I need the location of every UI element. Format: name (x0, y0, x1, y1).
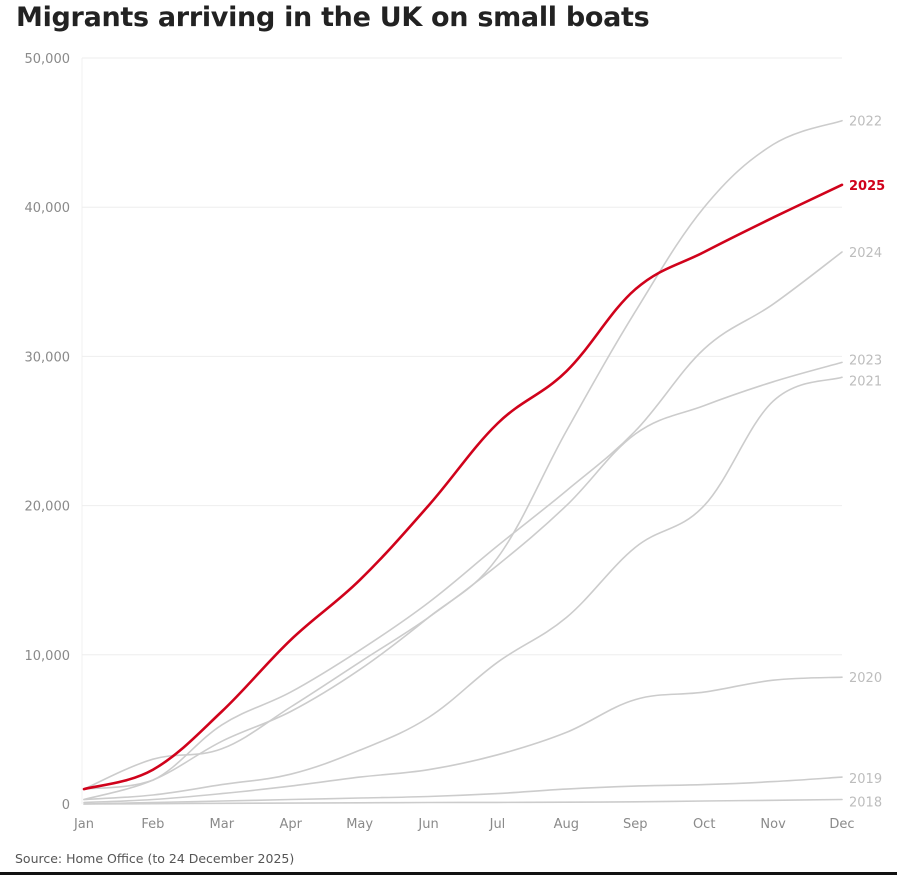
x-tick-label: Aug (554, 817, 579, 832)
x-tick-label: May (346, 817, 373, 832)
y-tick-label: 50,000 (25, 52, 71, 67)
series-line-2020 (83, 676, 843, 804)
x-tick-label: Apr (279, 817, 302, 832)
series-label-2018: 2018 (849, 796, 882, 811)
series-label-2024: 2024 (849, 246, 882, 261)
y-tick-label: 10,000 (25, 649, 71, 664)
series-line-2025 (82, 183, 844, 791)
series-label-2025: 2025 (849, 179, 885, 194)
series-labels: 2018 2019 2020 2021 2023 2024 2022 2025 (849, 115, 885, 811)
series-label-2020: 2020 (849, 671, 882, 686)
series-line-2022 (83, 119, 843, 801)
y-tick-label: 0 (62, 798, 70, 813)
x-tick-label: Nov (760, 817, 786, 832)
series-label-2023: 2023 (849, 353, 882, 368)
series-line-2021 (83, 376, 843, 801)
x-tick-label: Feb (141, 817, 164, 832)
y-tick-label: 20,000 (25, 500, 71, 515)
series-label-2021: 2021 (849, 374, 882, 389)
series-label-2019: 2019 (849, 772, 882, 787)
chart-title: Migrants arriving in the UK on small boa… (16, 2, 650, 33)
x-axis: Jan Feb Mar Apr May Jun Jul Aug Sep Oct Nov Dec (73, 817, 855, 832)
x-tick-label: Mar (210, 817, 235, 832)
bottom-border (0, 872, 897, 875)
source-note: Source: Home Office (to 24 December 2025… (15, 851, 295, 866)
gridlines (81, 57, 842, 804)
x-tick-label: Oct (693, 817, 715, 832)
y-axis: 0 10,000 20,000 30,000 40,000 50,000 (25, 52, 71, 813)
x-tick-label: Sep (623, 817, 648, 832)
x-tick-label: Jul (489, 817, 506, 832)
x-tick-label: Jun (417, 817, 438, 832)
y-tick-label: 30,000 (25, 350, 71, 365)
series-line-2019 (83, 776, 843, 805)
x-tick-label: Jan (73, 817, 94, 832)
series-lines (82, 119, 844, 805)
y-tick-label: 40,000 (25, 201, 71, 216)
series-line-2018 (83, 798, 843, 805)
x-tick-label: Dec (829, 817, 854, 832)
series-line-2024 (83, 251, 843, 790)
series-label-2022: 2022 (849, 115, 882, 130)
